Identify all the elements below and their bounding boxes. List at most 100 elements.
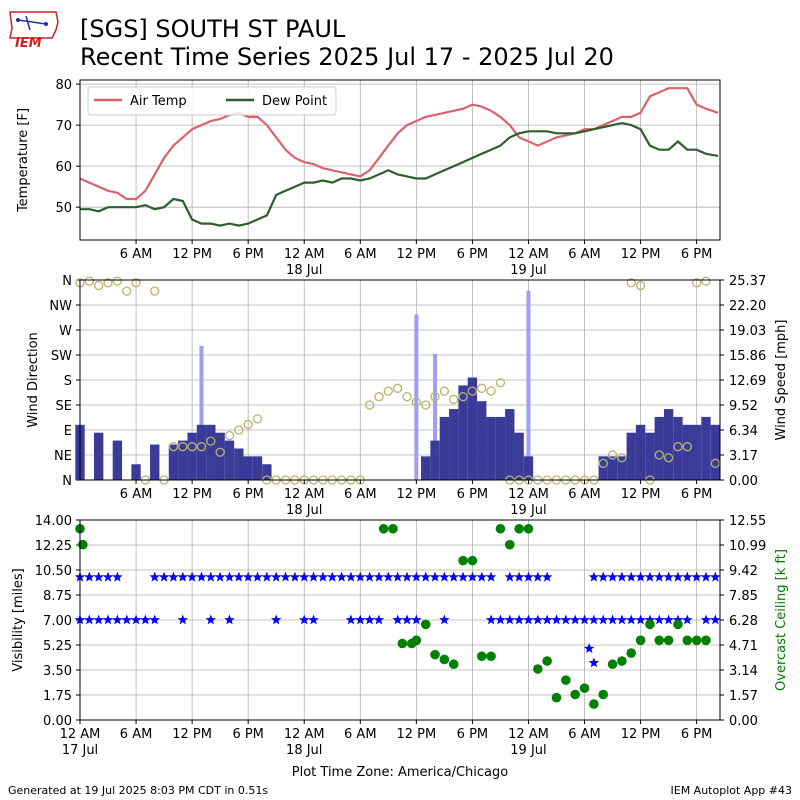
visibility-point [224, 571, 235, 582]
visibility-point [401, 571, 413, 582]
wind-speed-bar [467, 377, 478, 480]
y-axis-label-wind-direction: Wind Direction [26, 332, 41, 428]
wind-speed-bar [178, 440, 188, 480]
x-tick-label: 12 PM [396, 247, 436, 262]
x-tick-label: 12 PM [621, 247, 661, 262]
ceiling-point [420, 619, 431, 630]
x-tick-label: 6 PM [457, 487, 488, 502]
wind-direction-point [364, 400, 375, 410]
x-tick-label: 12 PM [396, 727, 436, 742]
gust-bar [433, 353, 438, 480]
x-tick-label: 12 PM [621, 487, 661, 502]
y-tick-label: NE [54, 449, 72, 464]
ceiling-point [691, 635, 702, 646]
x-tick-date-label: 18 Jul [286, 743, 322, 758]
x-tick-label: 12 PM [396, 487, 436, 502]
visibility-point [299, 571, 310, 582]
x-tick-label: 6 AM [344, 487, 377, 502]
ceiling-point [635, 635, 646, 646]
visibility-point [252, 571, 263, 582]
wind-direction-point [458, 392, 468, 402]
y2-axis-label-ceiling: Overcast Ceiling [k ft] [774, 549, 789, 691]
wind-speed-bar [701, 416, 711, 480]
wind-speed-bar [421, 456, 431, 480]
visibility-point [541, 614, 553, 625]
ceiling-point [495, 523, 506, 534]
x-tick-label: 6 AM [120, 727, 153, 742]
visibility-point [635, 614, 646, 625]
x-tick-date-label: 18 Jul [286, 263, 322, 278]
y2-tick-label: 9.42 [729, 564, 758, 579]
y-tick-label: SE [56, 399, 72, 414]
wind-direction-point [691, 278, 702, 288]
wind-speed-bar [234, 448, 244, 480]
x-tick-date-label: 19 Jul [510, 503, 546, 518]
visibility-point [102, 571, 114, 582]
x-tick-label: 6 AM [568, 487, 601, 502]
chart-title: [SGS] SOUTH ST PAUL [80, 15, 346, 43]
x-tick-label: 12 PM [172, 247, 212, 262]
wind-direction-point [477, 383, 487, 393]
x-tick-date-label: 19 Jul [510, 743, 546, 758]
ceiling-point [514, 523, 524, 534]
chart-subtitle: Recent Time Series 2025 Jul 17 - 2025 Ju… [80, 43, 614, 71]
wind-direction-point [449, 394, 459, 405]
visibility-point [420, 571, 431, 582]
wind-direction-point [168, 442, 179, 452]
wind-direction-point [383, 386, 393, 396]
wind-speed-bar [691, 424, 702, 480]
visibility-point [84, 614, 95, 625]
visibility-point [626, 614, 637, 625]
wind-direction-point [94, 280, 104, 291]
ceiling-point [551, 692, 562, 703]
wind-direction-point [486, 386, 496, 396]
wind-direction-point [84, 276, 94, 286]
visibility-point [616, 571, 628, 582]
legend-entry: Dew Point [262, 94, 327, 109]
visibility-point [308, 571, 319, 582]
wind-speed-bar [514, 432, 524, 480]
visibility-point [149, 571, 160, 582]
y2-tick-label: 0.00 [729, 714, 758, 729]
ceiling-point [411, 635, 422, 646]
y-tick-label: 3.50 [43, 664, 72, 679]
visibility-point [439, 571, 450, 582]
ceiling-point [626, 648, 637, 658]
visibility-point [504, 571, 515, 582]
visibility-point [710, 571, 721, 582]
visibility-point [196, 571, 207, 582]
series-line-dew-point [80, 121, 719, 227]
wind-speed-bar [626, 432, 636, 480]
x-tick-label: 12 AM [508, 727, 549, 742]
x-tick-label: 6 PM [457, 247, 488, 262]
x-tick-label: 6 PM [232, 247, 263, 262]
ceiling-point [542, 656, 552, 666]
wind-speed-bar [458, 385, 468, 480]
visibility-point [467, 571, 478, 582]
ceiling-point [673, 619, 683, 630]
wind-speed-bar [430, 440, 440, 480]
visibility-point [588, 571, 600, 582]
wind-direction-point [607, 450, 618, 460]
visibility-point [710, 614, 721, 625]
wind-direction-point [710, 458, 720, 468]
y2-tick-label: 6.28 [729, 614, 758, 629]
y-tick-label: 7.00 [43, 614, 72, 629]
visibility-point [149, 614, 160, 625]
series-line-air-temp [79, 87, 719, 201]
visibility-point [289, 571, 301, 582]
visibility-point [607, 571, 618, 582]
wind-direction-point [411, 397, 422, 407]
wind-speed-bar [206, 424, 216, 480]
visibility-point [551, 614, 562, 625]
visibility-point [439, 614, 450, 625]
x-tick-date-label: 18 Jul [286, 503, 322, 518]
y-tick-label: N [62, 474, 72, 489]
visibility-point [336, 571, 347, 582]
visibility-point [607, 614, 618, 625]
visibility-point [495, 614, 506, 625]
visibility-point [626, 571, 637, 582]
visibility-point [672, 614, 684, 625]
visibility-point [513, 571, 525, 582]
visibility-point [663, 571, 674, 582]
